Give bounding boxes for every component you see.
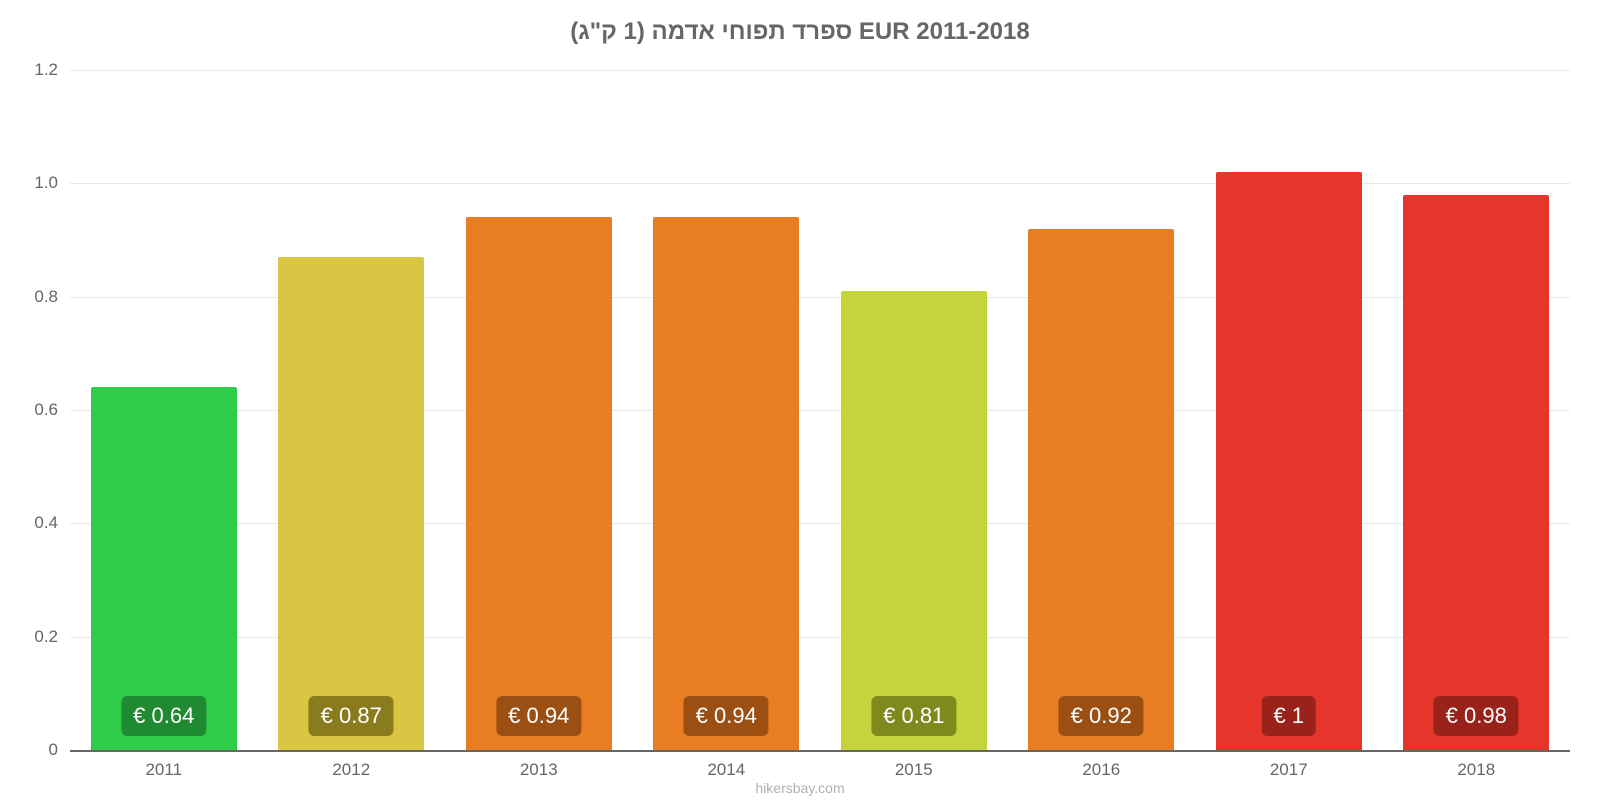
- bar: € 0.94: [653, 217, 799, 750]
- bar-value-label: € 0.81: [871, 696, 956, 736]
- bar-value-label: € 0.94: [684, 696, 769, 736]
- axis-baseline: [70, 750, 1570, 752]
- y-tick-label: 0.8: [34, 287, 58, 307]
- bar-slot: € 0.872012: [258, 70, 446, 750]
- y-tick-label: 0.6: [34, 400, 58, 420]
- bar: € 0.98: [1403, 195, 1549, 750]
- x-tick-label: 2014: [707, 760, 745, 780]
- bar: € 0.64: [91, 387, 237, 750]
- bar-slot: € 0.942013: [445, 70, 633, 750]
- bar-slot: € 0.942014: [633, 70, 821, 750]
- bar: € 0.81: [841, 291, 987, 750]
- y-tick-label: 1.0: [34, 173, 58, 193]
- y-tick-label: 1.2: [34, 60, 58, 80]
- x-tick-label: 2015: [895, 760, 933, 780]
- bar: € 0.94: [466, 217, 612, 750]
- y-tick-label: 0.4: [34, 513, 58, 533]
- bar-slot: € 0.642011: [70, 70, 258, 750]
- bar-slot: € 0.982018: [1383, 70, 1571, 750]
- bar-slot: € 0.922016: [1008, 70, 1196, 750]
- y-tick-label: 0.2: [34, 627, 58, 647]
- bar: € 0.92: [1028, 229, 1174, 750]
- x-tick-label: 2012: [332, 760, 370, 780]
- x-tick-label: 2018: [1457, 760, 1495, 780]
- attribution-text: hikersbay.com: [755, 780, 844, 796]
- bar-value-label: € 0.64: [121, 696, 206, 736]
- bar-value-label: € 0.92: [1059, 696, 1144, 736]
- y-tick-label: 0: [49, 740, 58, 760]
- x-tick-label: 2017: [1270, 760, 1308, 780]
- bar: € 1: [1216, 172, 1362, 750]
- chart-plot-area: 00.20.40.60.81.01.2€ 0.642011€ 0.872012€…: [70, 70, 1570, 750]
- chart-title: ספרד תפוחי אדמה (1 ק"ג) EUR 2011-2018: [0, 0, 1600, 46]
- bar-slot: € 12017: [1195, 70, 1383, 750]
- x-tick-label: 2011: [145, 760, 182, 780]
- bars-container: € 0.642011€ 0.872012€ 0.942013€ 0.942014…: [70, 70, 1570, 750]
- bar-value-label: € 1: [1261, 696, 1316, 736]
- x-tick-label: 2016: [1082, 760, 1120, 780]
- x-tick-label: 2013: [520, 760, 558, 780]
- bar-value-label: € 0.98: [1434, 696, 1519, 736]
- bar-value-label: € 0.94: [496, 696, 581, 736]
- bar-slot: € 0.812015: [820, 70, 1008, 750]
- bar: € 0.87: [278, 257, 424, 750]
- bar-value-label: € 0.87: [309, 696, 394, 736]
